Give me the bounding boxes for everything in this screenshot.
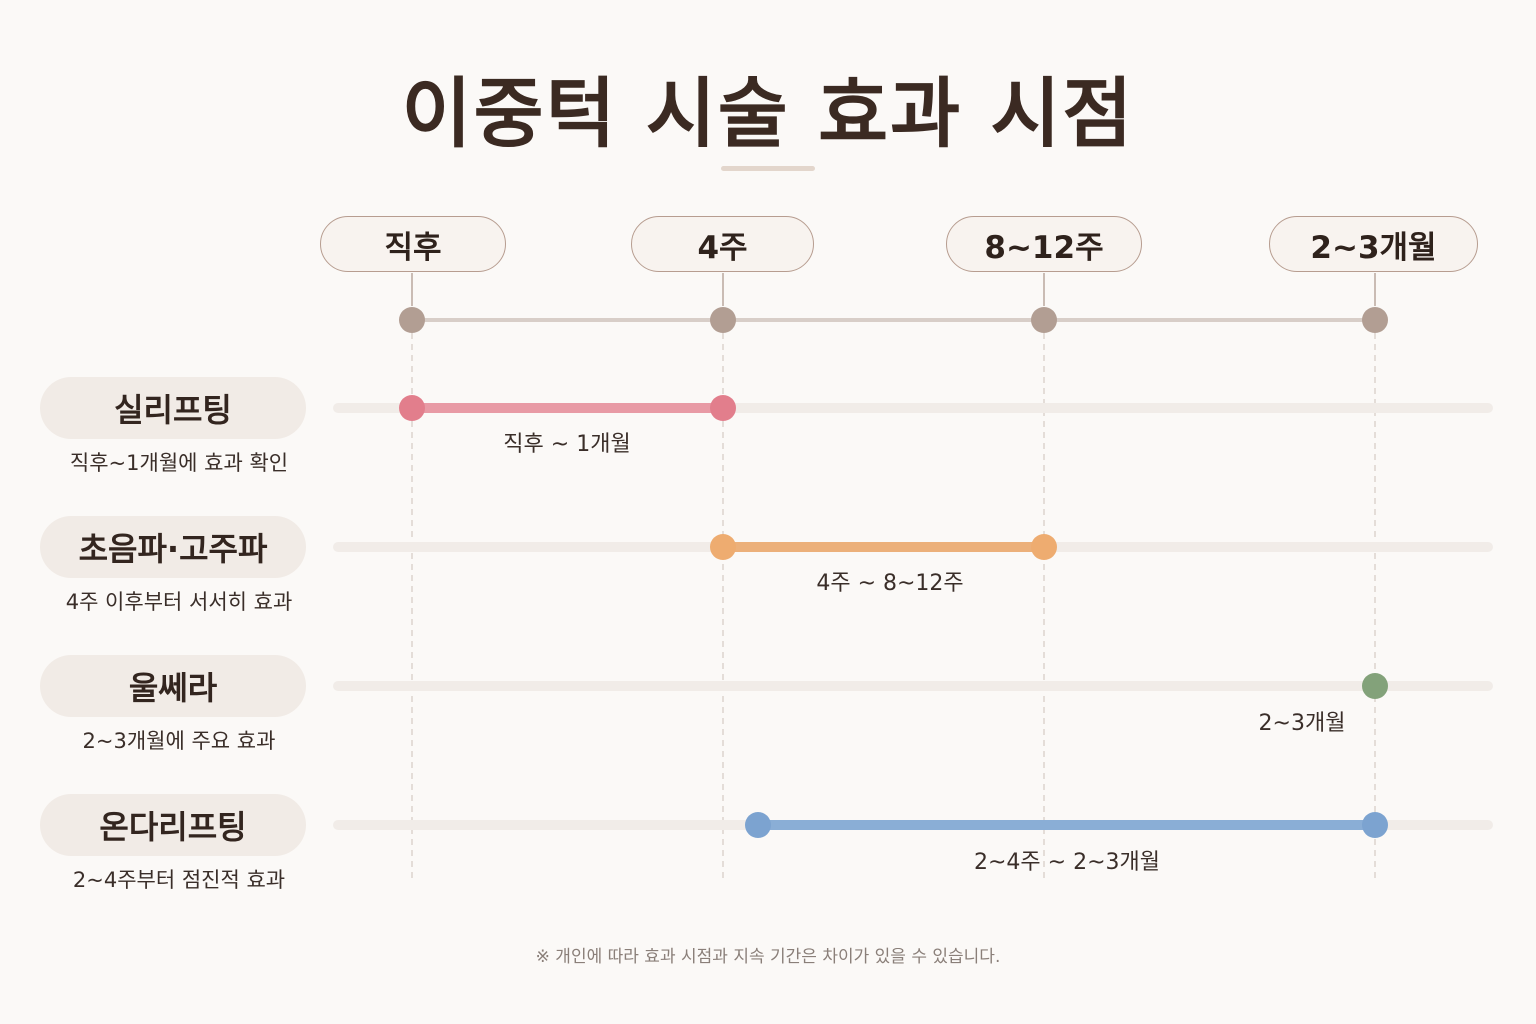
bar-caption-onda-lifting: 2~4주 ~ 2~3개월 — [974, 850, 1160, 875]
bar-ulthera-end — [1362, 673, 1388, 699]
footnote: ※ 개인에 따라 효과 시점과 지속 기간은 차이가 있을 수 있습니다. — [535, 947, 1001, 967]
row-label-ultrasound-rf: 초음파·고주파 — [40, 516, 306, 578]
timeline-pill-2-3-months: 2~3개월 — [1269, 216, 1478, 272]
bar-ultrasound-rf — [710, 534, 1057, 560]
row-desc-thread-lifting: 직후~1개월에 효과 확인 — [69, 451, 289, 475]
bar-thread-lifting-start — [399, 395, 425, 421]
bar-onda-lifting-start — [745, 812, 771, 838]
row-desc-onda-lifting: 2~4주부터 점진적 효과 — [72, 868, 286, 892]
bar-thread-lifting — [399, 395, 736, 421]
bar-caption-ultrasound-rf: 4주 ~ 8~12주 — [816, 571, 964, 596]
page-title: 이중턱 시술 효과 시점 — [401, 69, 1135, 158]
bar-ultrasound-rf-start — [710, 534, 736, 560]
timeline-node-8-12-weeks — [1031, 307, 1057, 333]
row-label-onda-lifting: 온다리프팅 — [40, 794, 306, 856]
bar-caption-thread-lifting: 직후 ~ 1개월 — [503, 432, 631, 457]
title-divider — [721, 166, 815, 171]
timeline-node-4-weeks — [710, 307, 736, 333]
bar-ultrasound-rf-end — [1031, 534, 1057, 560]
guide-lines — [411, 333, 1376, 878]
bar-ulthera — [715, 673, 1388, 699]
row-desc-ulthera: 2~3개월에 주요 효과 — [82, 729, 276, 753]
timeline-node-immediate — [399, 307, 425, 333]
bar-thread-lifting-end — [710, 395, 736, 421]
timeline-pill-8-12-weeks: 8~12주 — [946, 216, 1142, 272]
timeline-nodes — [399, 307, 1388, 333]
timeline-pill-4-weeks: 4주 — [631, 216, 814, 272]
row-label-ulthera: 울쎄라 — [40, 655, 306, 717]
row-label-thread-lifting: 실리프팅 — [40, 377, 306, 439]
timeline-node-2-3-months — [1362, 307, 1388, 333]
bar-onda-lifting — [745, 812, 1388, 838]
row-desc-ultrasound-rf: 4주 이후부터 서서히 효과 — [65, 590, 293, 614]
bar-caption-ulthera: 2~3개월 — [1258, 711, 1346, 736]
bar-onda-lifting-end — [1362, 812, 1388, 838]
timeline-pill-immediate: 직후 — [320, 216, 506, 272]
pill-connectors — [411, 273, 1376, 306]
row-tracks — [333, 403, 1493, 830]
